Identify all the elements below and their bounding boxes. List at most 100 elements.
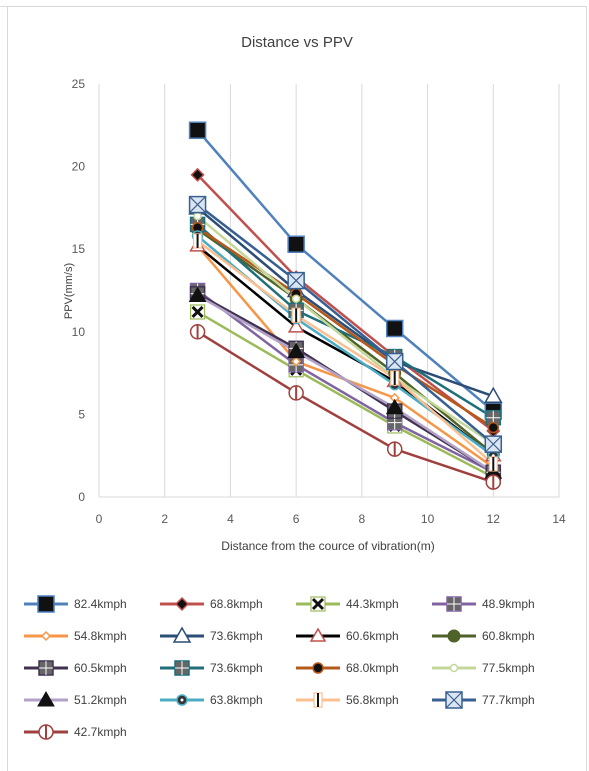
legend-label: 54.8kmph (74, 629, 127, 643)
marker-shape (385, 319, 404, 338)
legend-swatch-marker (312, 662, 324, 674)
data-point (287, 235, 305, 253)
legend-label: 48.9kmph (482, 597, 535, 611)
legend-swatch-marker (38, 660, 54, 676)
y-tick-label: 25 (72, 77, 86, 91)
data-point (189, 324, 206, 340)
data-point (193, 211, 202, 221)
x-tick-label: 6 (293, 512, 300, 526)
legend-swatch-marker (445, 691, 463, 709)
legend-label: 51.2kmph (74, 693, 127, 707)
legend-swatch-marker (447, 629, 461, 643)
legend-swatch-marker (449, 663, 459, 673)
marker-shape (312, 662, 324, 674)
data-point (487, 421, 500, 434)
data-point (485, 474, 502, 490)
legend-item: 63.8kmph (160, 693, 263, 707)
series-line (196, 330, 494, 484)
data-point (190, 167, 205, 182)
x-tick-label: 10 (421, 512, 435, 526)
marker-shape (188, 121, 207, 140)
y-axis-label: PPV(mm/s) (63, 263, 75, 319)
series-lines (196, 129, 495, 484)
legend-label: 60.5kmph (74, 661, 127, 675)
legend-item: 42.7kmph (24, 724, 127, 740)
marker-shape (385, 398, 404, 415)
data-point (385, 352, 404, 371)
legend-swatch-marker (176, 694, 188, 706)
data-point (390, 370, 400, 386)
legend-swatch-marker (174, 596, 190, 612)
legend-swatch-marker (174, 660, 190, 676)
x-axis-label: Distance from the cource of vibration(m) (221, 539, 434, 553)
marker-shape (287, 342, 306, 359)
legend-item: 73.6kmph (160, 660, 263, 676)
chart-border-top (0, 6, 586, 7)
legend-label: 60.8kmph (482, 629, 535, 643)
marker-shape (287, 235, 305, 253)
data-point (291, 307, 301, 323)
legend-swatch-marker (37, 690, 55, 707)
legend-item: 60.6kmph (296, 627, 399, 643)
legend-label: 68.0kmph (346, 661, 399, 675)
chart-border-left (7, 6, 8, 771)
data-point (484, 435, 503, 453)
series-line (196, 226, 494, 429)
legend-item: 60.8kmph (432, 629, 535, 643)
legend-label: 73.6kmph (210, 629, 263, 643)
legend-label: 42.7kmph (74, 725, 127, 739)
series-line (196, 223, 494, 419)
marker-shape (190, 167, 205, 182)
legend-item: 54.8kmph (24, 629, 127, 643)
legend-item: 68.8kmph (160, 596, 263, 612)
series-line (196, 215, 494, 446)
series-line (196, 173, 495, 432)
data-point (288, 385, 304, 401)
legend-label: 44.3kmph (346, 597, 399, 611)
legend-label: 63.8kmph (210, 693, 263, 707)
legend-item: 68.0kmph (296, 661, 399, 675)
data-point (483, 386, 503, 403)
marker-shape (449, 663, 459, 673)
legend-swatch-marker (309, 627, 327, 642)
chart-title: Distance vs PPV (241, 34, 353, 51)
legend-swatch-marker (310, 596, 326, 612)
legend-label: 77.7kmph (482, 693, 535, 707)
legend-item: 44.3kmph (296, 596, 399, 612)
data-point (287, 271, 305, 290)
data-point (386, 441, 403, 457)
series-line (196, 228, 495, 456)
marker-shape (172, 626, 192, 643)
legend-item: 77.7kmph (432, 691, 535, 709)
series-line (196, 289, 494, 474)
legend-item: 60.5kmph (24, 660, 127, 676)
x-tick-label: 12 (487, 512, 501, 526)
marker-shape (291, 356, 302, 367)
series-line (196, 239, 495, 465)
series-line (196, 310, 494, 479)
legend-label: 68.8kmph (210, 597, 263, 611)
y-tick-label: 5 (78, 407, 85, 421)
data-point (291, 294, 301, 304)
marker-shape (287, 318, 305, 333)
data-point (188, 286, 207, 302)
marker-cross (189, 196, 206, 214)
legend-swatch-marker (172, 626, 192, 643)
x-tick-label: 0 (96, 512, 103, 526)
series-line (196, 203, 495, 446)
data-point (488, 456, 498, 472)
series-line (196, 129, 495, 413)
chart-border-right (586, 6, 587, 771)
y-tick-label: 10 (72, 325, 86, 339)
data-point (188, 195, 207, 214)
data-point (385, 398, 404, 415)
series-line (196, 206, 494, 398)
legend-label: 56.8kmph (346, 693, 399, 707)
legend-item: 82.4kmph (24, 595, 127, 613)
series-markers (188, 121, 503, 490)
legend-item: 56.8kmph (296, 692, 399, 708)
marker-shape (174, 596, 190, 612)
legend-swatch-marker (37, 595, 55, 613)
